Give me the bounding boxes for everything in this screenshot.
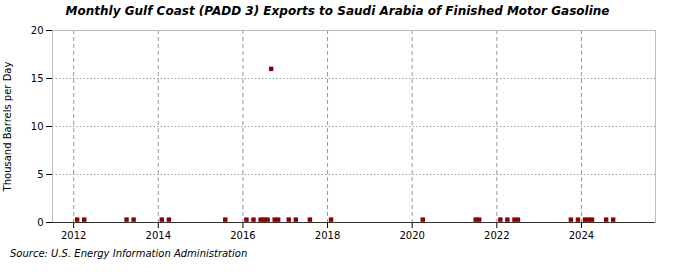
svg-text:2018: 2018	[315, 230, 340, 241]
svg-text:20: 20	[31, 25, 44, 36]
svg-text:Thousand Barrels per Day: Thousand Barrels per Day	[2, 62, 13, 193]
svg-text:2014: 2014	[146, 230, 171, 241]
svg-text:10: 10	[31, 121, 44, 132]
html-text:Monthly Gulf Coast (PADD 3) Ex: Monthly Gulf Coast (PADD 3) Exports to S…	[65, 4, 610, 18]
svg-text:2012: 2012	[61, 230, 86, 241]
html-text:Source: U.S. Energy Informatio: Source: U.S. Energy Information Administ…	[10, 248, 248, 259]
svg-text:2016: 2016	[230, 230, 255, 241]
svg-text:0: 0	[37, 217, 43, 228]
svg-text:2022: 2022	[484, 230, 509, 241]
svg-text:2024: 2024	[569, 230, 594, 241]
svg-text:2020: 2020	[399, 230, 424, 241]
svg-text:5: 5	[37, 169, 43, 180]
svg-text:15: 15	[31, 73, 44, 84]
